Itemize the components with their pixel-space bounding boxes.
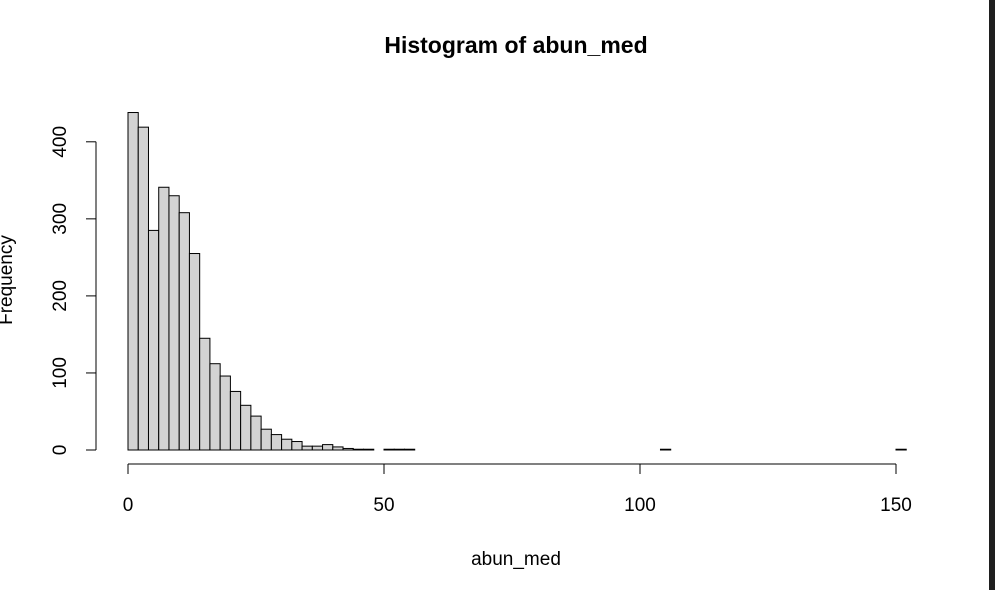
window-border <box>989 0 995 590</box>
histogram-bar <box>147 229 160 451</box>
histogram-bar <box>393 448 405 451</box>
y-tick-label: 0 <box>50 445 71 456</box>
x-tick-label: 0 <box>123 495 134 516</box>
histogram-bar <box>281 438 293 451</box>
histogram-bar <box>342 447 354 451</box>
histogram-bar <box>158 186 170 451</box>
y-tick-label: 200 <box>50 280 71 312</box>
histogram-bar <box>895 448 907 451</box>
x-axis: 0 50 100 150 <box>123 463 912 516</box>
histogram-bar <box>291 441 303 451</box>
x-tick-label: 150 <box>880 495 912 516</box>
histogram-bars <box>127 112 907 451</box>
y-tick-label: 100 <box>50 357 71 389</box>
histogram-bar <box>229 390 242 451</box>
histogram-bar <box>188 253 201 451</box>
histogram-bar <box>659 448 672 451</box>
histogram-bar <box>168 195 180 451</box>
x-axis-label: abun_med <box>471 549 561 570</box>
histogram-bar <box>311 445 324 451</box>
histogram-bar <box>403 448 416 451</box>
histogram-bar <box>240 404 252 451</box>
histogram-bar <box>322 444 334 451</box>
histogram-bar <box>219 375 231 451</box>
y-axis: 0 100 200 300 400 <box>50 126 97 456</box>
histogram-bar <box>178 212 190 451</box>
y-tick-label: 300 <box>50 203 71 235</box>
histogram-bar <box>301 445 313 451</box>
histogram-bar <box>209 363 221 451</box>
histogram-bar <box>332 446 344 451</box>
histogram-bar <box>127 112 139 451</box>
histogram-bar <box>137 126 149 451</box>
histogram-bar <box>270 434 283 451</box>
x-tick-label: 50 <box>373 495 394 516</box>
histogram-bar <box>250 415 262 451</box>
histogram-bar <box>352 448 365 451</box>
histogram-bar <box>383 448 395 451</box>
chart-title: Histogram of abun_med <box>384 32 647 58</box>
histogram-bar <box>260 428 272 451</box>
x-tick-label: 100 <box>624 495 656 516</box>
y-tick-label: 400 <box>50 126 71 158</box>
y-axis-label: Frequency <box>0 235 17 325</box>
histogram-bar <box>199 337 211 451</box>
histogram-bar <box>363 448 375 451</box>
